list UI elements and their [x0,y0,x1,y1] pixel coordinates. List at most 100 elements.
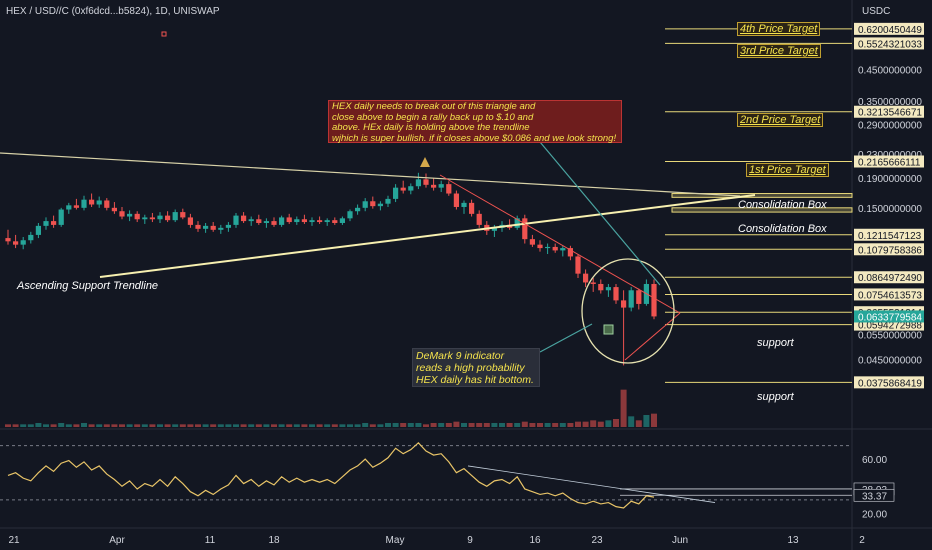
candle-body [279,217,285,225]
support-label-2: support [757,391,794,403]
volume-bar [521,421,528,427]
candle-body [218,227,224,230]
candle-body [385,198,391,204]
price-level-label-bg [854,243,924,256]
volume-bar [597,421,604,427]
volume-bar [628,416,635,427]
volume-bar [613,419,619,427]
price-axis-tick: 0.2900000000 [858,121,922,132]
price-level-label-bg [854,155,924,168]
note-line: HEX daily needs to break out of this tri… [332,101,536,112]
volume-bar [575,421,581,427]
volume-bar [423,424,429,427]
candle-body [180,212,186,218]
candle-body [362,201,368,208]
time-axis-tick: May [386,535,405,546]
demark-note-box[interactable]: DeMark 9 indicator reads a high probabil… [412,348,540,387]
price-level-label-bg [854,105,924,118]
symbol-label[interactable]: HEX / USD//C (0xf6dcd...b5824), 1D, UNIS… [6,6,220,17]
candle-body [256,219,262,223]
time-axis-tick: 21 [8,535,20,546]
volume-bar [468,423,475,427]
checkmark-icon [603,324,614,335]
triangle-lower-line [624,312,681,361]
candle-body [89,199,95,205]
volume-bar [286,424,293,427]
volume-bar [65,424,72,427]
volume-bar [620,389,627,427]
consolidation-zone [671,193,853,198]
volume-bar [164,424,171,427]
volume-bar [385,423,391,427]
candle-body [355,207,361,212]
candle-body [461,202,467,207]
descending-resistance-line [0,152,741,197]
volume-panel [5,389,657,427]
volume-bar [149,424,156,427]
price-level-label: 0.5524321033 [858,39,922,50]
price-level-label: 0.6200450449 [858,25,922,36]
candle-body [142,217,148,220]
candle-body [203,225,209,229]
volume-bar [407,423,414,427]
target-label-3: 3rd Price Target [737,44,821,58]
note-box[interactable]: HEX daily needs to break out of this tri… [328,100,622,143]
volume-bar [430,423,437,427]
price-level-label-bg [854,22,924,35]
candle-body [400,187,406,191]
volume-bar [12,424,19,427]
volume-bar [5,424,11,427]
oscillator-axis-tick: 60.00 [862,455,887,466]
volume-bar [195,424,201,427]
price-level-label: 0.0864972490 [858,273,922,284]
volume-bar [157,424,163,427]
volume-bar [225,424,232,427]
candle-body [172,212,178,221]
current-price-label-bg [854,310,924,323]
time-axis-tick: 13 [787,535,799,546]
target-label-4: 4th Price Target [737,22,821,36]
volume-bar [582,421,589,427]
ascending-support-trendline [99,194,756,278]
candle-body [43,221,49,226]
candle-body [225,224,231,228]
price-level-label-bg [854,288,924,301]
volume-bar [233,424,239,427]
candle-body [96,200,102,205]
volume-bar [635,420,642,427]
candle-body [575,256,581,274]
note-line: close above to begin a rally back up to … [332,111,534,123]
volume-bar [377,424,384,427]
volume-bar [438,423,445,427]
oscillator-level-label: 33.37 [862,491,887,502]
oscillator-axis-tick: 20.00 [862,509,887,520]
volume-bar [271,424,277,427]
candle-body [438,184,444,188]
candle-body [210,225,216,230]
volume-bar [559,423,566,427]
target-label-1: 1st Price Target [746,163,829,177]
demark-line: HEX daily has hit bottom. [416,374,534,386]
volume-bar [506,423,513,427]
candle-body [119,211,125,217]
volume-bar [179,424,186,427]
volume-bar [202,424,209,427]
candle-body [286,217,292,223]
current-price-label: 0.0633779584 [858,312,922,323]
time-axis-tick: 16 [529,535,541,546]
volume-bar [445,423,452,427]
volume-bar [400,423,407,427]
candle-body [13,241,19,245]
candle-body [347,211,353,219]
time-axis-tick: 2 [859,535,865,546]
volume-bar [293,424,300,427]
volume-bar [172,424,179,427]
price-level-label-bg [854,228,924,241]
price-level-label-bg [854,37,924,50]
candle-body [309,220,315,223]
price-axis-tick: 0.0550000000 [858,330,922,341]
volume-bar [301,424,308,427]
price-axis-tick: 0.3500000000 [858,97,922,108]
